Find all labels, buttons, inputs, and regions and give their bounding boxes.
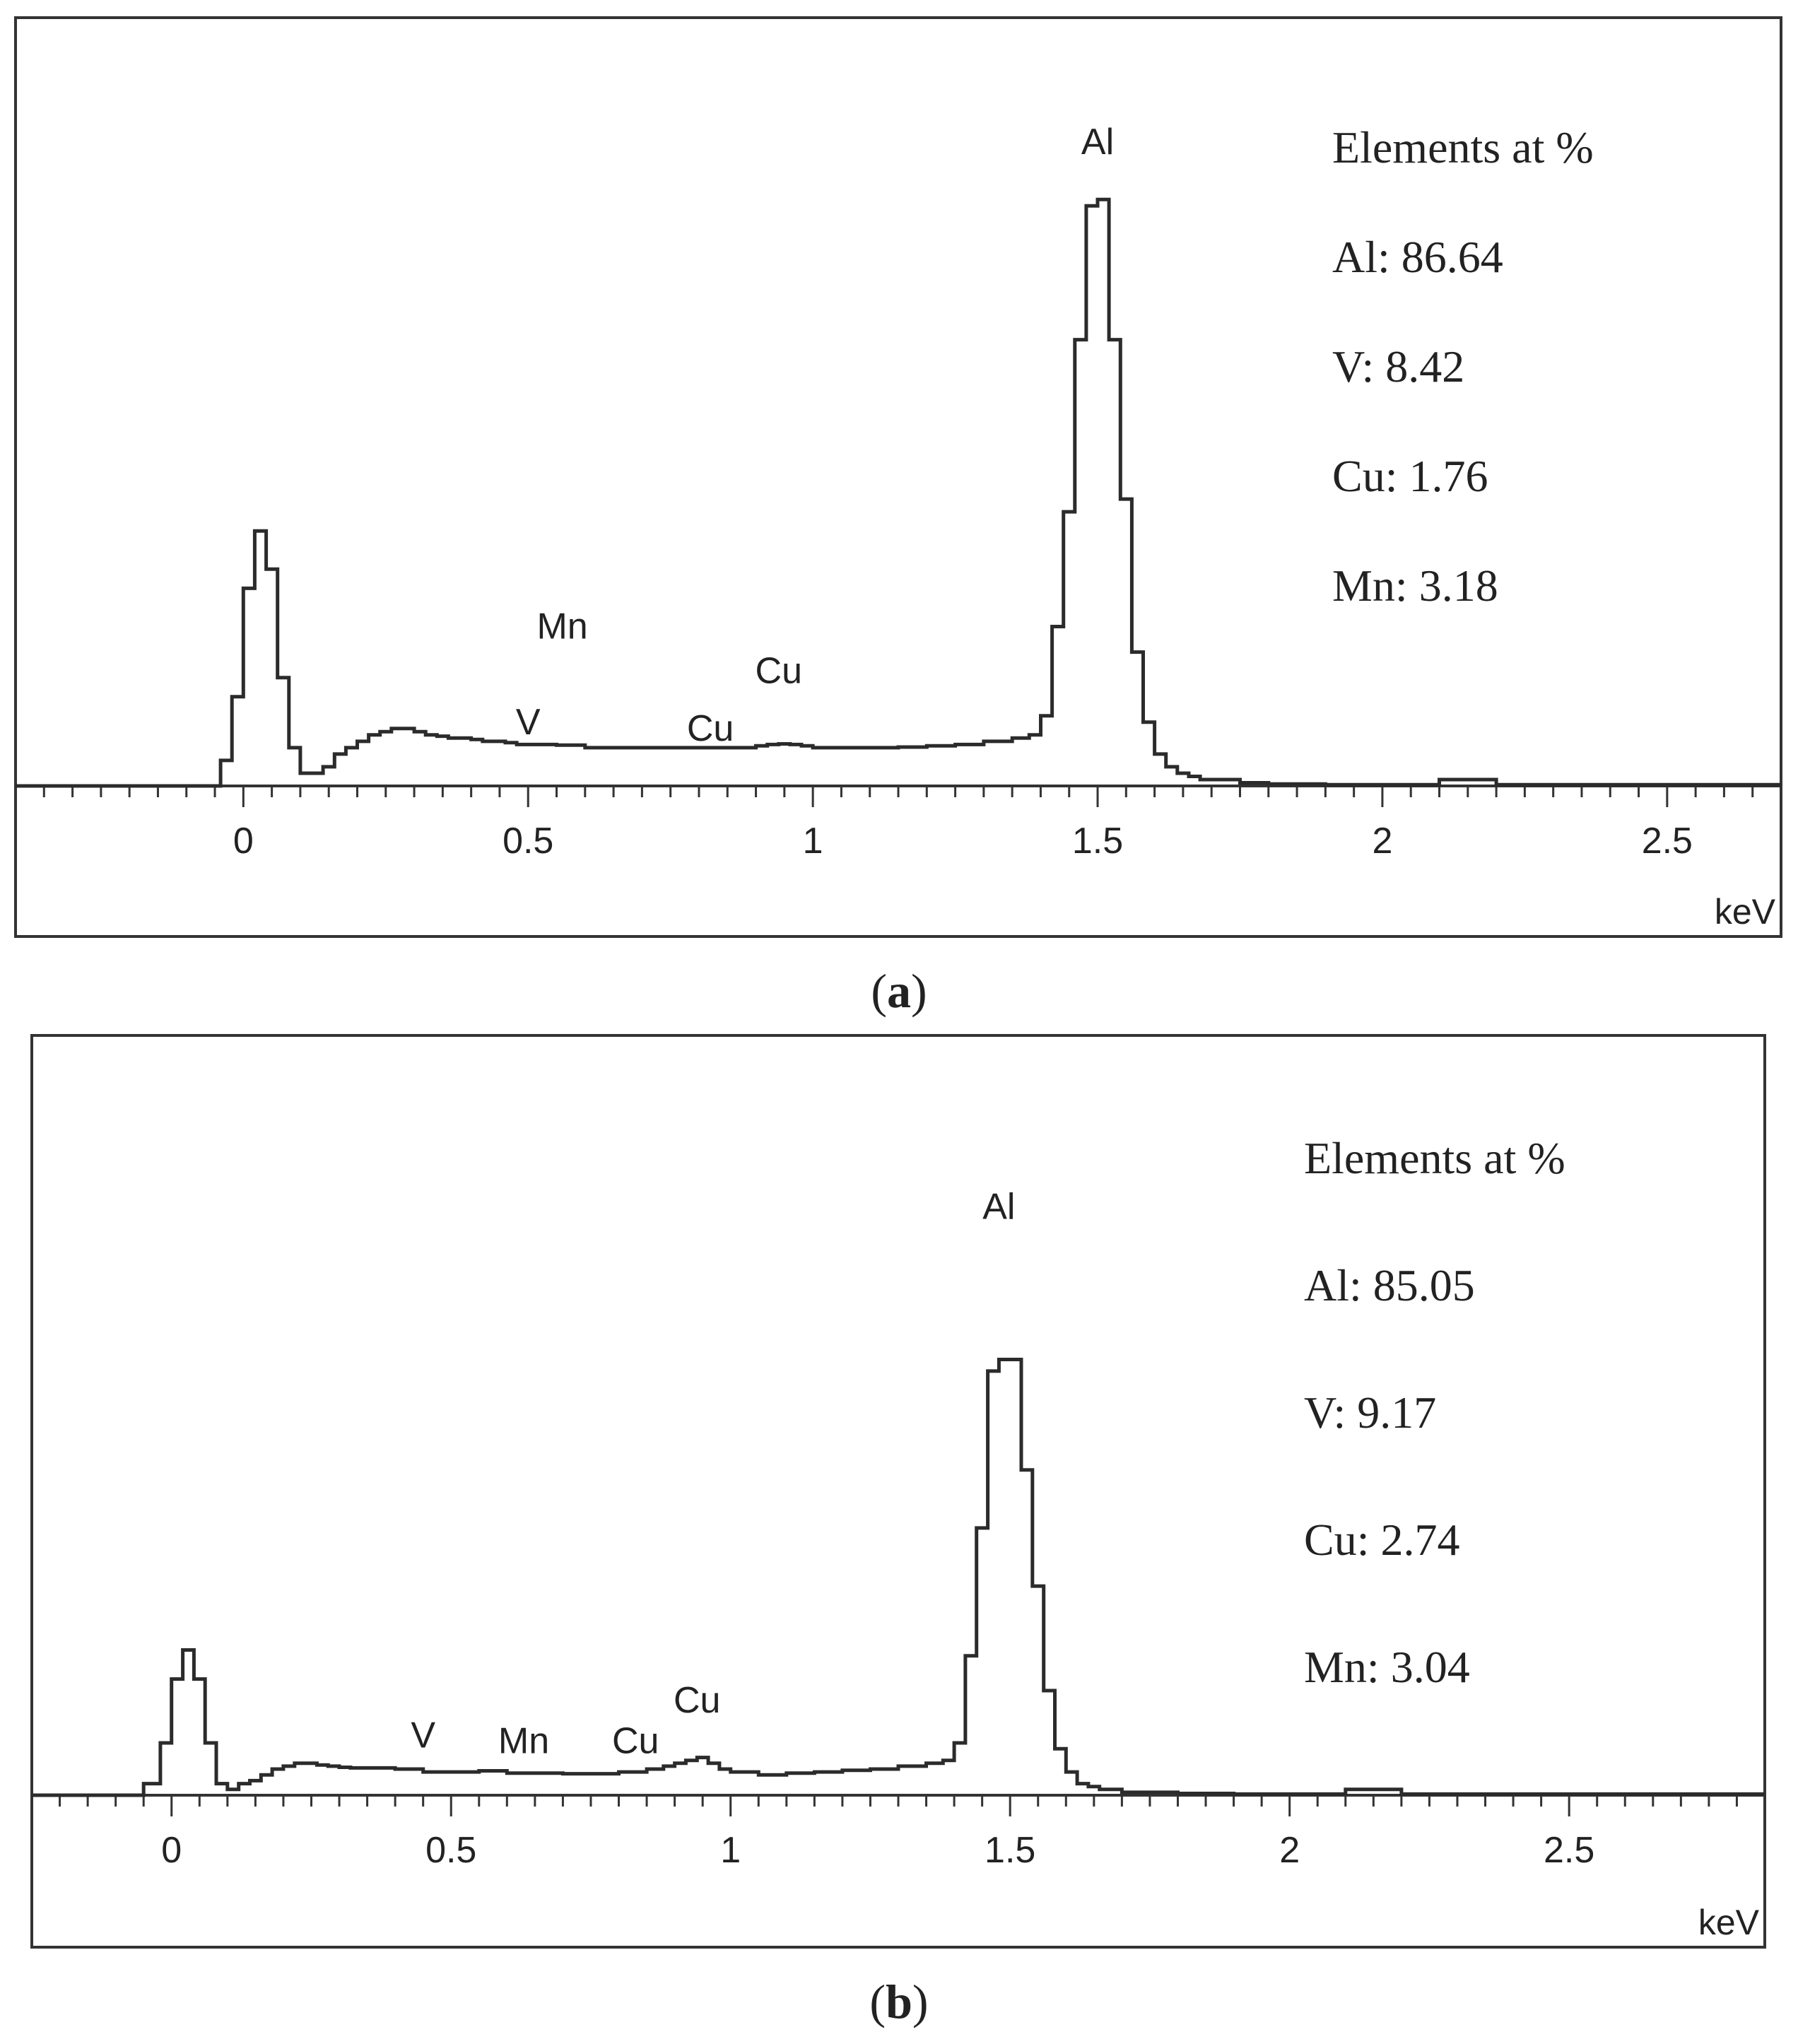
legend-entry-v: V: 8.42 (1332, 341, 1464, 392)
x-tick-label: 2 (1372, 821, 1392, 862)
peak-label-cu: Cu (756, 651, 802, 692)
peak-label-mn: Mn (498, 1721, 549, 1762)
peak-label-mn: Mn (536, 606, 587, 647)
legend-entry-cu: Cu: 1.76 (1332, 451, 1488, 501)
panel-caption: (b) (869, 1975, 928, 2028)
x-tick-label: 0 (233, 821, 254, 862)
legend-entry-mn: Mn: 3.18 (1332, 560, 1498, 611)
chart-panel-b: 0 0.5 1 1.5 2 2.5 keV Al V Mn Cu Cu Elements at % Al:… (30, 1034, 1766, 2028)
legend-title: Elements at % (1304, 1133, 1565, 1183)
legend-entry-mn: Mn: 3.04 (1304, 1642, 1470, 1692)
x-tick-label: 2.5 (1642, 821, 1693, 862)
x-tick-label: 1.5 (985, 1830, 1035, 1871)
legend-entry-al: Al: 85.05 (1304, 1260, 1475, 1310)
x-tick-label: 1.5 (1072, 821, 1123, 862)
x-tick-label: 0 (161, 1830, 182, 1871)
x-tick-label: 2.5 (1544, 1830, 1594, 1871)
peak-label-cu: Cu (687, 708, 734, 749)
x-tick-label: 1 (803, 821, 823, 862)
legend-entry-al: Al: 86.64 (1332, 232, 1503, 282)
panel-caption: (a) (871, 964, 927, 1018)
chart-panel-a: 0 0.5 1 1.5 2 2.5 keV Al Mn V Cu Cu Elements at % Al:… (14, 16, 1782, 1018)
legend-title: Elements at % (1332, 122, 1594, 172)
x-tick-label: 1 (720, 1830, 741, 1871)
x-tick-label: 0.5 (425, 1830, 476, 1871)
spectrum-line (16, 197, 1781, 788)
peak-label-al: Al (982, 1186, 1015, 1227)
x-tick-label: 0.5 (503, 821, 553, 862)
legend-entry-cu: Cu: 2.74 (1304, 1515, 1459, 1565)
plot-frame (14, 16, 1782, 938)
peak-label-cu: Cu (612, 1721, 659, 1762)
x-axis-unit-label: keV (1698, 1903, 1760, 1942)
spectrum-line (32, 1358, 1765, 1797)
plot-frame (30, 1034, 1766, 1949)
peak-label-cu: Cu (674, 1680, 720, 1721)
x-axis-unit-label: keV (1715, 892, 1776, 932)
peak-label-v: V (411, 1715, 435, 1756)
peak-label-al: Al (1081, 122, 1114, 163)
x-tick-label: 2 (1279, 1830, 1300, 1871)
legend-entry-v: V: 9.17 (1304, 1387, 1436, 1438)
peak-label-v: V (516, 702, 541, 743)
